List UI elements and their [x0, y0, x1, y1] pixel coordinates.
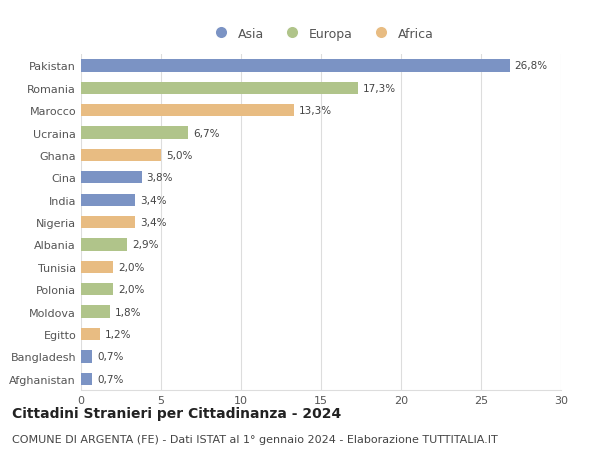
- Text: Cittadini Stranieri per Cittadinanza - 2024: Cittadini Stranieri per Cittadinanza - 2…: [12, 406, 341, 420]
- Bar: [81, 261, 113, 274]
- Text: 0,7%: 0,7%: [97, 374, 124, 384]
- Text: 17,3%: 17,3%: [362, 84, 396, 94]
- Text: 2,9%: 2,9%: [132, 240, 158, 250]
- Bar: [81, 328, 100, 341]
- Bar: [81, 194, 136, 207]
- Bar: [81, 83, 358, 95]
- Text: 3,4%: 3,4%: [140, 195, 167, 205]
- Text: 5,0%: 5,0%: [166, 151, 192, 161]
- Text: 6,7%: 6,7%: [193, 128, 220, 138]
- Bar: [81, 217, 136, 229]
- Bar: [81, 351, 92, 363]
- Bar: [81, 373, 92, 385]
- Bar: [81, 60, 510, 73]
- Text: 1,8%: 1,8%: [115, 307, 141, 317]
- Text: 3,4%: 3,4%: [140, 218, 167, 228]
- Text: 26,8%: 26,8%: [515, 61, 548, 71]
- Bar: [81, 172, 142, 184]
- Bar: [81, 239, 127, 251]
- Bar: [81, 150, 161, 162]
- Bar: [81, 306, 110, 318]
- Text: 2,0%: 2,0%: [118, 262, 144, 272]
- Text: 1,2%: 1,2%: [105, 329, 131, 339]
- Bar: [81, 284, 113, 296]
- Bar: [81, 105, 294, 117]
- Text: 0,7%: 0,7%: [97, 352, 124, 362]
- Text: 13,3%: 13,3%: [299, 106, 332, 116]
- Text: 3,8%: 3,8%: [146, 173, 173, 183]
- Text: 2,0%: 2,0%: [118, 285, 144, 295]
- Legend: Asia, Europa, Africa: Asia, Europa, Africa: [203, 23, 439, 46]
- Text: COMUNE DI ARGENTA (FE) - Dati ISTAT al 1° gennaio 2024 - Elaborazione TUTTITALIA: COMUNE DI ARGENTA (FE) - Dati ISTAT al 1…: [12, 434, 498, 444]
- Bar: [81, 127, 188, 140]
